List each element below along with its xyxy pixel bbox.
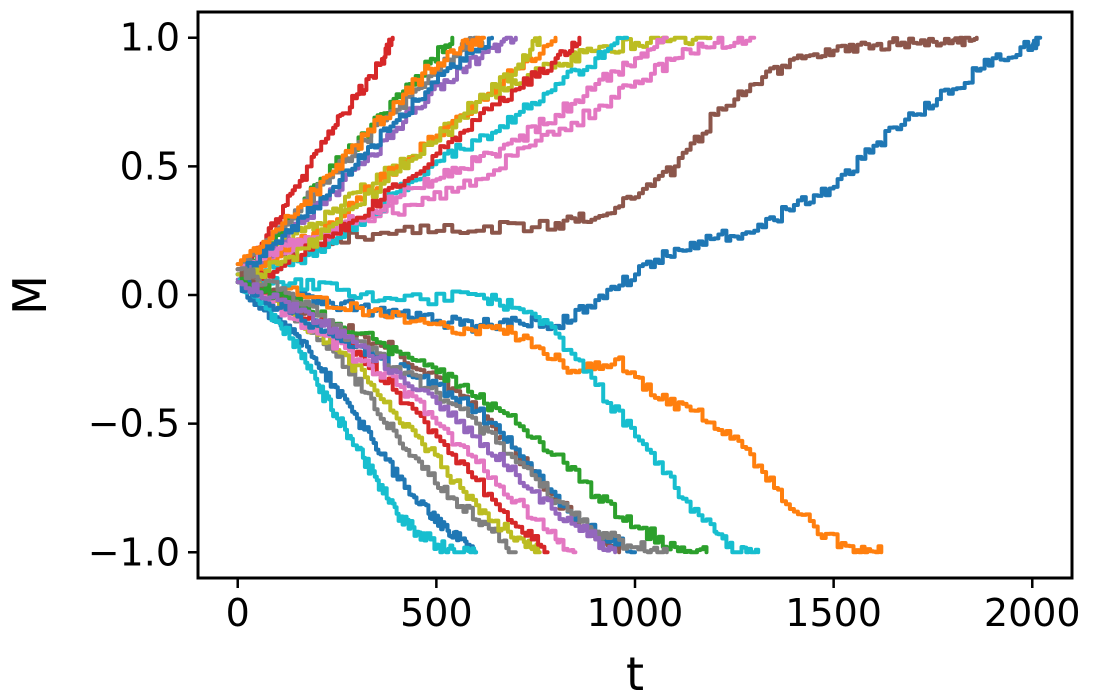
series-line [235,274,761,555]
x-tick-label: 1000 [587,591,684,635]
x-tick-label: 0 [226,591,250,635]
series-line [235,35,542,288]
series-line [235,35,630,287]
y-tick-label: −0.5 [88,402,180,446]
x-tick-label: 500 [400,591,473,635]
x-axis: 0 500 1000 1500 2000 [226,578,1081,635]
y-axis: −1.0 −0.5 0.0 0.5 1.0 [88,16,198,574]
x-tick-label: 2000 [984,591,1081,635]
y-tick-label: 1.0 [120,16,180,60]
x-tick-label: 1500 [785,591,882,635]
series-line [235,280,618,555]
y-tick-label: −1.0 [88,530,180,574]
series-line [235,35,494,277]
series-line [235,266,669,555]
y-tick-label: 0.5 [120,144,180,188]
series-line [235,35,979,272]
series-line [235,277,479,555]
x-axis-title: t [626,647,644,699]
series-line [235,35,518,286]
series-line [235,275,884,555]
y-axis-title: M [3,275,57,315]
series-line [235,35,486,267]
series-layer [235,35,1043,555]
series-line [235,35,713,272]
y-tick-label: 0.0 [120,273,180,317]
